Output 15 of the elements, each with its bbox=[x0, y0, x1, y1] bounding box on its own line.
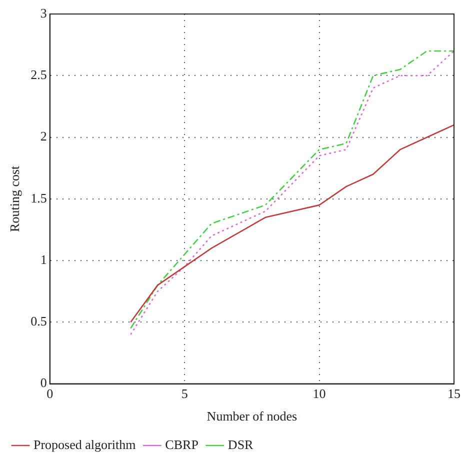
y-tick-label: 1 bbox=[40, 252, 47, 267]
legend-label: DSR bbox=[228, 436, 254, 452]
x-tick-label: 10 bbox=[312, 386, 326, 402]
y-tick-label: 2.5 bbox=[30, 67, 47, 82]
y-tick-label: 0 bbox=[40, 375, 47, 390]
x-tick-label: 5 bbox=[181, 386, 188, 402]
x-axis-title: Number of nodes bbox=[206, 408, 298, 424]
legend-label: CBRP bbox=[165, 436, 198, 452]
y-axis-title: Routing cost bbox=[7, 165, 22, 232]
legend-label: Proposed algorithm bbox=[34, 436, 136, 452]
x-tick-label: 15 bbox=[448, 386, 460, 402]
y-tick-label: 1.5 bbox=[30, 190, 47, 206]
y-tick-label: 0.5 bbox=[30, 314, 47, 329]
y-tick-label: 3 bbox=[40, 5, 47, 20]
y-tick-label: 2 bbox=[40, 128, 47, 144]
